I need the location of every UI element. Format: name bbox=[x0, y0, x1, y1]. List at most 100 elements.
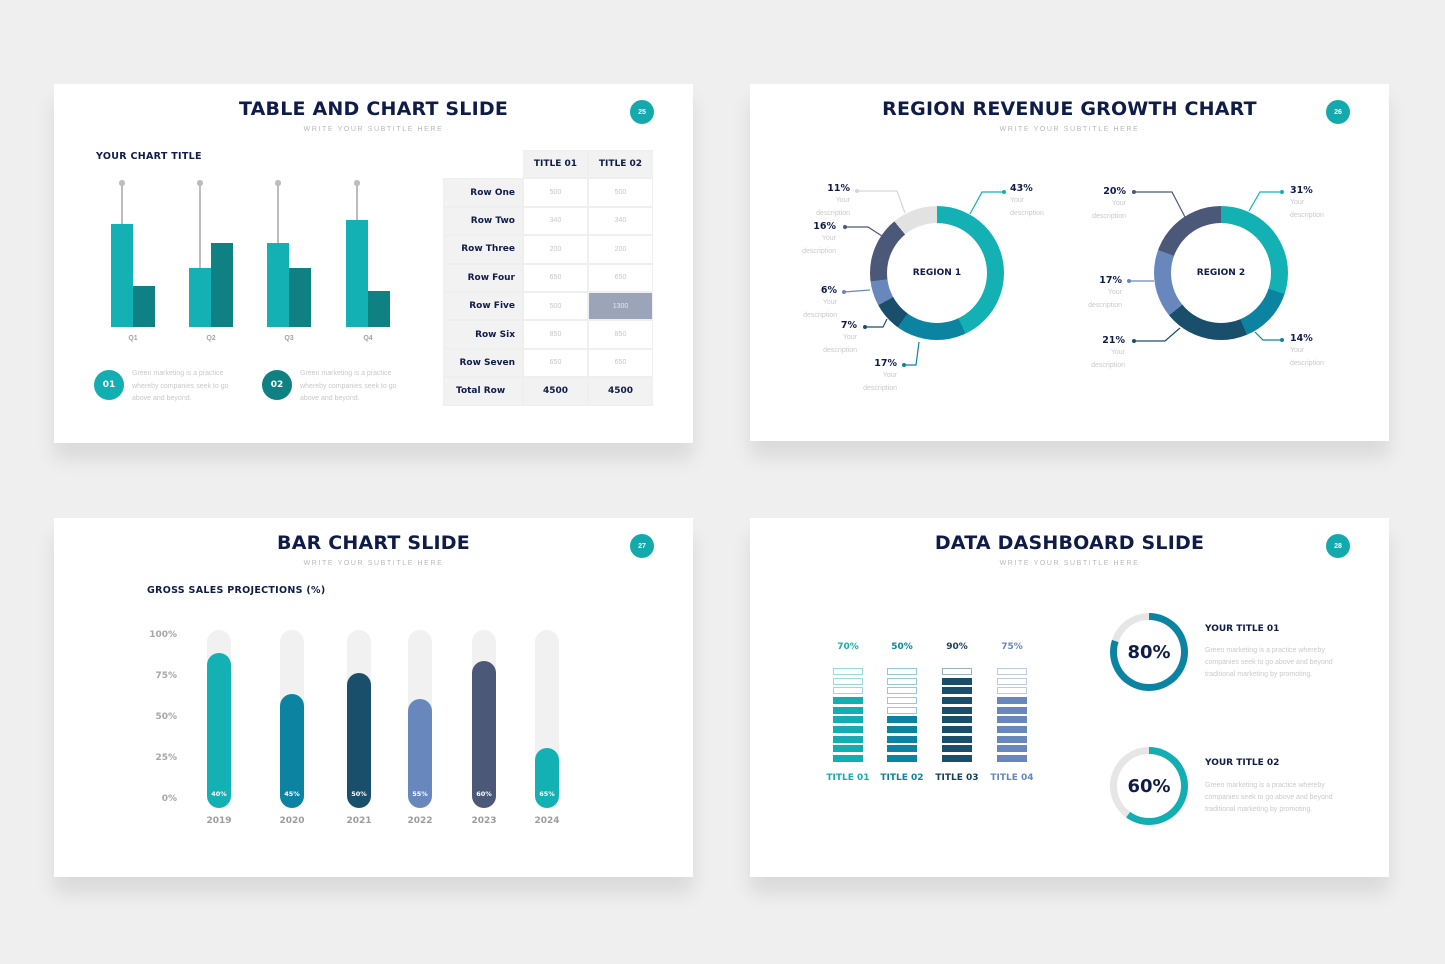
segment-filled bbox=[833, 745, 863, 753]
slide-title: DATA DASHBOARD SLIDE bbox=[934, 532, 1205, 554]
callout-text: description bbox=[1088, 301, 1122, 309]
row-label: Row Five bbox=[443, 291, 523, 321]
progress-ring: 80% bbox=[1110, 613, 1188, 691]
callout-value: 31% bbox=[1290, 185, 1313, 196]
callout-text: description bbox=[1092, 212, 1126, 220]
bar-series-2 bbox=[289, 267, 311, 327]
callout-label: 11% Your description bbox=[816, 182, 850, 220]
item-title: YOUR TITLE 01 bbox=[1205, 624, 1280, 634]
row-label: Row Six bbox=[443, 320, 523, 349]
donut-chart-region-1: REGION 1 bbox=[870, 206, 1004, 340]
segment-filled bbox=[887, 754, 917, 762]
y-axis-tick: 50% bbox=[155, 712, 177, 722]
bar-group-q1: Q1 bbox=[111, 180, 155, 342]
callout-text: Your bbox=[822, 299, 837, 306]
callout-value: 20% bbox=[1103, 186, 1126, 197]
progress-ring-value: 60% bbox=[1117, 754, 1181, 818]
item-description: Green marketing is a practice whereby co… bbox=[1205, 647, 1333, 678]
column-percent: 70% bbox=[837, 642, 859, 652]
segment-filled bbox=[942, 735, 972, 743]
bar-value-label: 45% bbox=[284, 790, 300, 798]
callout-text: description bbox=[863, 384, 897, 392]
x-axis-label: 2022 bbox=[407, 816, 433, 826]
callout-label: 6% Your description bbox=[803, 284, 837, 322]
callout-text: Your bbox=[1010, 197, 1025, 204]
table-cell: 500 bbox=[588, 178, 653, 207]
y-axis-tick: 25% bbox=[155, 753, 177, 763]
slide-title: REGION REVENUE GROWTH CHART bbox=[882, 98, 1257, 120]
column-percent: 50% bbox=[891, 642, 913, 652]
callout-value: 7% bbox=[840, 320, 857, 331]
bar-fill: 40% bbox=[207, 653, 231, 808]
segment-filled bbox=[833, 725, 863, 733]
row-label: Row Two bbox=[443, 206, 523, 236]
slide-number-badge: 26 bbox=[1326, 100, 1350, 124]
bar-series-1 bbox=[267, 242, 289, 327]
column-percent: 75% bbox=[1001, 642, 1023, 652]
stem-dot-icon bbox=[275, 180, 281, 186]
bar-value-label: 60% bbox=[476, 790, 492, 798]
table-cell: 200 bbox=[588, 235, 653, 264]
segment-filled bbox=[887, 745, 917, 753]
donut-center-label: REGION 2 bbox=[1171, 223, 1271, 323]
callout-label: 21% Your description bbox=[1091, 334, 1125, 372]
callout-value: 21% bbox=[1102, 335, 1125, 346]
x-axis-label: 2023 bbox=[471, 816, 497, 826]
segment-empty bbox=[887, 677, 917, 685]
bar-track: 65% bbox=[535, 630, 559, 808]
callout-value: 14% bbox=[1290, 333, 1313, 344]
bar-track: 40% bbox=[207, 630, 231, 808]
segment-empty bbox=[887, 687, 917, 695]
bar-track: 60% bbox=[472, 630, 496, 808]
total-row-label: Total Row bbox=[443, 377, 523, 406]
segment-filled bbox=[833, 754, 863, 762]
callout-value: 11% bbox=[827, 183, 850, 194]
x-axis-label: 2020 bbox=[279, 816, 305, 826]
bar-series-2 bbox=[368, 290, 390, 327]
segment-filled bbox=[942, 716, 972, 724]
bar-fill: 65% bbox=[535, 747, 559, 808]
callout-text: Your bbox=[1110, 349, 1125, 356]
callout-value: 43% bbox=[1010, 183, 1033, 194]
progress-ring-value: 80% bbox=[1117, 620, 1181, 684]
slide-table-and-chart[interactable]: TABLE AND CHART SLIDE WRITE YOUR SUBTITL… bbox=[54, 84, 693, 443]
callout-text: Your bbox=[1107, 289, 1122, 296]
row-label: Row Three bbox=[443, 235, 523, 264]
y-axis-tick: 100% bbox=[149, 630, 177, 640]
segment-filled bbox=[833, 706, 863, 714]
callout-label: 17% Your description bbox=[1088, 274, 1122, 312]
slide-data-dashboard[interactable]: DATA DASHBOARD SLIDE WRITE YOUR SUBTITLE… bbox=[750, 518, 1389, 877]
callout-text: Your bbox=[821, 235, 836, 242]
segment-filled bbox=[997, 696, 1027, 704]
segment-filled bbox=[942, 696, 972, 704]
segment-bar-column bbox=[833, 668, 863, 762]
slide-region-revenue[interactable]: REGION REVENUE GROWTH CHART WRITE YOUR S… bbox=[750, 84, 1389, 441]
bar-value-label: 65% bbox=[539, 790, 555, 798]
bar-group-q4: Q4 bbox=[346, 180, 390, 342]
total-cell: 4500 bbox=[523, 377, 588, 406]
callout-label: 14% Your description bbox=[1290, 332, 1324, 370]
bar-fill: 60% bbox=[472, 661, 496, 808]
callout-text: description bbox=[816, 209, 850, 217]
callout-text: Your bbox=[835, 197, 850, 204]
slide-title: BAR CHART SLIDE bbox=[277, 532, 470, 554]
bar-value-label: 50% bbox=[351, 790, 367, 798]
slide-number-badge: 27 bbox=[630, 534, 654, 558]
donut-center-label: REGION 1 bbox=[887, 223, 987, 323]
column-title: TITLE 02 bbox=[880, 773, 924, 783]
slide-bar-chart[interactable]: BAR CHART SLIDE WRITE YOUR SUBTITLE HERE… bbox=[54, 518, 693, 877]
table-cell: 850 bbox=[588, 320, 653, 349]
bar-track: 45% bbox=[280, 630, 304, 808]
column-title: TITLE 01 bbox=[826, 773, 870, 783]
x-axis-label: 2021 bbox=[346, 816, 372, 826]
bar-track: 50% bbox=[347, 630, 371, 808]
segment-filled bbox=[997, 745, 1027, 753]
table-cell: 650 bbox=[523, 263, 588, 292]
slide-subtitle: WRITE YOUR SUBTITLE HERE bbox=[999, 126, 1140, 133]
bar-series-1 bbox=[111, 224, 133, 327]
segment-filled bbox=[833, 735, 863, 743]
table-cell: 200 bbox=[523, 235, 588, 264]
segment-empty bbox=[887, 696, 917, 704]
bar-fill: 50% bbox=[347, 672, 371, 808]
callout-value: 16% bbox=[813, 221, 836, 232]
